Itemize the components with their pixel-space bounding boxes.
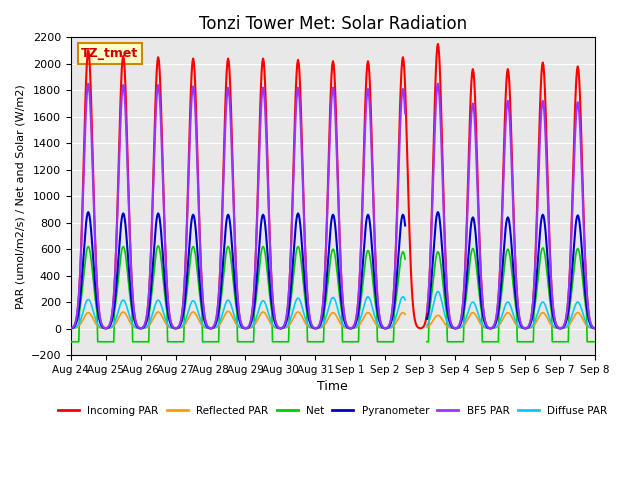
- Pyranometer: [591, 325, 598, 331]
- Title: Tonzi Tower Met: Solar Radiation: Tonzi Tower Met: Solar Radiation: [198, 15, 467, 33]
- Pyranometer: [76, 295, 84, 301]
- Diffuse PAR: [67, 325, 75, 331]
- BF5 PAR: [184, 213, 191, 218]
- Reflected PAR: [591, 325, 598, 331]
- Incoming PAR: [67, 325, 75, 331]
- Incoming PAR: [131, 311, 138, 316]
- Pyranometer: [211, 323, 219, 328]
- Incoming PAR: [452, 325, 460, 331]
- Diffuse PAR: [591, 325, 598, 331]
- Pyranometer: [67, 325, 75, 331]
- Reflected PAR: [76, 322, 84, 327]
- Net: [396, 261, 404, 267]
- Incoming PAR: [434, 41, 442, 47]
- Text: TZ_tmet: TZ_tmet: [81, 47, 138, 60]
- Diffuse PAR: [211, 325, 219, 331]
- Pyranometer: [396, 230, 404, 236]
- BF5 PAR: [131, 309, 138, 315]
- BF5 PAR: [396, 128, 404, 133]
- BF5 PAR: [211, 321, 219, 326]
- Pyranometer: [184, 270, 191, 276]
- Net: [211, 339, 219, 345]
- Net: [184, 285, 191, 291]
- Pyranometer: [131, 316, 138, 322]
- Y-axis label: PAR (umol/m2/s) / Net and Solar (W/m2): PAR (umol/m2/s) / Net and Solar (W/m2): [15, 84, 25, 309]
- Reflected PAR: [396, 312, 404, 318]
- Net: [131, 339, 138, 345]
- Incoming PAR: [76, 267, 84, 273]
- Legend: Incoming PAR, Reflected PAR, Net, Pyranometer, BF5 PAR, Diffuse PAR: Incoming PAR, Reflected PAR, Net, Pyrano…: [54, 401, 611, 420]
- Net: [591, 339, 598, 345]
- Line: BF5 PAR: BF5 PAR: [71, 84, 595, 328]
- Line: Pyranometer: Pyranometer: [71, 212, 595, 328]
- BF5 PAR: [591, 325, 598, 331]
- Line: Incoming PAR: Incoming PAR: [71, 44, 595, 328]
- Line: Reflected PAR: Reflected PAR: [71, 312, 595, 328]
- Incoming PAR: [412, 319, 419, 325]
- Reflected PAR: [131, 324, 138, 330]
- Diffuse PAR: [131, 324, 138, 329]
- Reflected PAR: [211, 325, 219, 331]
- Reflected PAR: [184, 317, 191, 323]
- Reflected PAR: [67, 325, 75, 331]
- BF5 PAR: [67, 325, 75, 331]
- Incoming PAR: [184, 207, 191, 213]
- Diffuse PAR: [396, 299, 404, 305]
- Line: Net: Net: [71, 246, 595, 342]
- Diffuse PAR: [184, 312, 191, 318]
- Incoming PAR: [396, 105, 404, 110]
- Line: Diffuse PAR: Diffuse PAR: [71, 291, 595, 328]
- Incoming PAR: [591, 325, 598, 331]
- Diffuse PAR: [76, 318, 84, 324]
- Net: [67, 339, 75, 345]
- Incoming PAR: [211, 322, 219, 327]
- Net: [76, 304, 84, 310]
- BF5 PAR: [76, 268, 84, 274]
- X-axis label: Time: Time: [317, 380, 348, 393]
